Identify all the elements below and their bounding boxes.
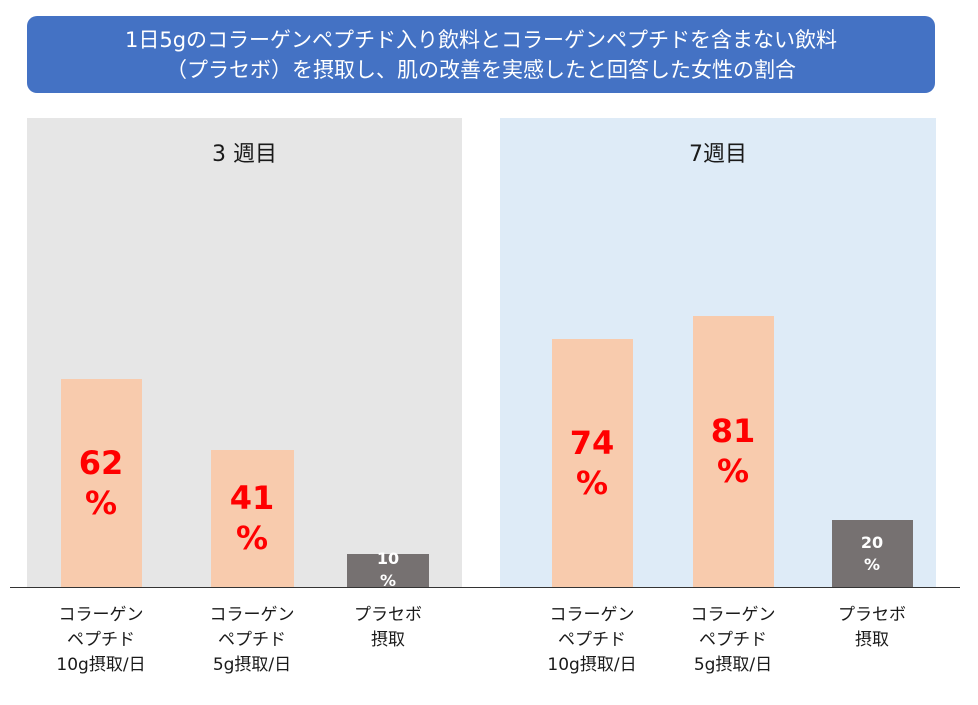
bar-value-label: 20% xyxy=(832,532,913,576)
period-label-week-3: 3 週目 xyxy=(27,136,462,168)
category-label: プラセボ 摂取 xyxy=(797,603,947,653)
chart-title-line-2: （プラセボ）を摂取し、肌の改善を実感したと回答した女性の割合 xyxy=(166,55,796,85)
bar-value-label: 74% xyxy=(552,423,633,503)
category-label-line: プラセボ xyxy=(313,603,463,628)
period-label-week-7: 7週目 xyxy=(500,136,936,168)
bar-value-unit: % xyxy=(347,570,429,592)
collagen-bar: 62% xyxy=(61,379,142,587)
category-label: コラーゲン ペプチド 5g摂取/日 xyxy=(177,603,327,678)
category-label-line: ペプチド xyxy=(658,628,808,653)
placebo-bar: 20% xyxy=(832,520,913,587)
bar-value-number: 20 xyxy=(832,532,913,554)
bar-value-label: 62% xyxy=(61,443,142,523)
category-label: コラーゲン ペプチド 10g摂取/日 xyxy=(517,603,667,678)
bar-value-number: 74 xyxy=(552,423,633,463)
bar-value-number: 10 xyxy=(347,548,429,570)
collagen-bar: 41% xyxy=(211,450,294,587)
bar-value-label: 10% xyxy=(347,548,429,592)
bar-value-label: 81% xyxy=(693,411,774,491)
category-label-line: ペプチド xyxy=(517,628,667,653)
category-label-line: プラセボ xyxy=(797,603,947,628)
bar-value-unit: % xyxy=(693,451,774,491)
category-label-line: コラーゲン xyxy=(177,603,327,628)
category-label-line: 摂取 xyxy=(797,628,947,653)
bar-value-number: 41 xyxy=(211,478,294,518)
chart-title: 1日5gのコラーゲンペプチド入り飲料とコラーゲンペプチドを含まない飲料 （プラセ… xyxy=(27,16,935,93)
category-label-line: 10g摂取/日 xyxy=(517,653,667,678)
category-label-line: 10g摂取/日 xyxy=(26,653,176,678)
chart-title-line-1: 1日5gのコラーゲンペプチド入り飲料とコラーゲンペプチドを含まない飲料 xyxy=(125,25,837,55)
bar-value-unit: % xyxy=(832,554,913,576)
bar-value-unit: % xyxy=(552,463,633,503)
category-label-line: 5g摂取/日 xyxy=(658,653,808,678)
category-label: コラーゲン ペプチド 5g摂取/日 xyxy=(658,603,808,678)
category-label-line: コラーゲン xyxy=(658,603,808,628)
collagen-bar: 81% xyxy=(693,316,774,587)
bar-value-label: 41% xyxy=(211,478,294,558)
bar-value-number: 62 xyxy=(61,443,142,483)
category-label-line: コラーゲン xyxy=(517,603,667,628)
x-axis-baseline xyxy=(10,587,960,588)
category-label-line: ペプチド xyxy=(177,628,327,653)
category-label-line: 5g摂取/日 xyxy=(177,653,327,678)
bar-value-unit: % xyxy=(211,518,294,558)
category-label-line: 摂取 xyxy=(313,628,463,653)
bar-value-number: 81 xyxy=(693,411,774,451)
placebo-bar: 10% xyxy=(347,554,429,588)
bar-value-unit: % xyxy=(61,483,142,523)
category-label-line: コラーゲン xyxy=(26,603,176,628)
category-label-line: ペプチド xyxy=(26,628,176,653)
collagen-bar: 74% xyxy=(552,339,633,587)
category-label: プラセボ 摂取 xyxy=(313,603,463,653)
category-label: コラーゲン ペプチド 10g摂取/日 xyxy=(26,603,176,678)
